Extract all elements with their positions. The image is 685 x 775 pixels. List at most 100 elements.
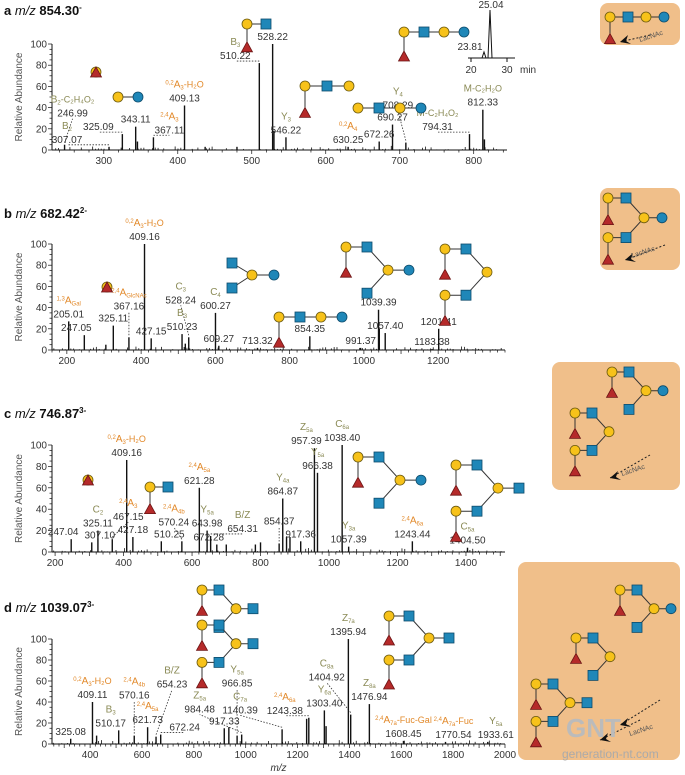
watermark-site: generation-nt.com bbox=[562, 747, 659, 761]
fragment-ion: Y bbox=[393, 87, 400, 98]
glycan-structure bbox=[569, 632, 616, 681]
peak-annotation: 621.73 2,4A5a bbox=[132, 701, 163, 726]
glcnac-icon bbox=[403, 610, 415, 622]
glcnac-icon bbox=[631, 622, 643, 633]
peak-annotation: 205.01 1,3AGal bbox=[53, 295, 84, 320]
glcnac-icon bbox=[547, 678, 559, 690]
glucose-icon bbox=[268, 269, 280, 281]
fragment-subscript: 3 bbox=[134, 504, 138, 510]
glcnac-icon bbox=[213, 619, 225, 631]
fragment-ion-label: 2,4A6a bbox=[274, 692, 296, 704]
fragment-ion-label: Y5a bbox=[200, 505, 214, 517]
glcnac-icon bbox=[247, 603, 259, 615]
fucose-icon bbox=[603, 32, 617, 44]
peak-annotation: 325.09 bbox=[83, 122, 114, 133]
fragment-ion-label: Y6a bbox=[318, 684, 332, 696]
galactose-icon bbox=[602, 192, 614, 204]
fragment-ion-label: Y4a bbox=[276, 473, 290, 485]
peak-mz-label: 1395.94 bbox=[330, 627, 367, 638]
galactose-icon bbox=[640, 385, 652, 397]
fragment-subscript: 8a bbox=[369, 684, 376, 690]
galactose-icon bbox=[196, 619, 208, 631]
peak-mz-label: 570.24 bbox=[159, 517, 190, 528]
galactose-icon bbox=[569, 407, 581, 419]
fragment-ion: A bbox=[174, 79, 181, 90]
fragment-suffix: -Fuc bbox=[455, 716, 474, 726]
fragment-subscript: GlcNAc bbox=[126, 293, 146, 299]
galactose-icon bbox=[603, 426, 615, 438]
fragment-suffix: -H₂O bbox=[92, 676, 112, 686]
glcnac-icon bbox=[162, 481, 174, 493]
peak-mz-label: 246.99 bbox=[57, 109, 88, 120]
fragment-ion-label: B/Z bbox=[164, 666, 180, 677]
fragment-ion: A bbox=[65, 295, 72, 306]
y-tick-label: 80 bbox=[36, 656, 48, 667]
galactose-icon bbox=[570, 632, 582, 644]
y-tick-label: 80 bbox=[36, 462, 48, 473]
fragment-ion-label: Z7a bbox=[342, 613, 355, 625]
galactose-icon bbox=[343, 80, 355, 92]
peak-mz-label: 957.39 bbox=[291, 436, 322, 447]
fragment-subscript: 4 bbox=[354, 127, 358, 133]
galactose-icon bbox=[602, 232, 614, 244]
peak-mz-label: 325.11 bbox=[98, 314, 128, 325]
peak-annotation: 643.98 Y5a bbox=[192, 505, 223, 530]
fragment-ion: B/Z bbox=[164, 666, 180, 677]
fragment-cleavage: 2,4 bbox=[111, 288, 120, 294]
peak-annotation: 570.24 2,4A4b bbox=[159, 503, 190, 528]
fragment-ion-label: B2-C₂H₄O₂ bbox=[51, 95, 95, 107]
inset-tick-label: 20 bbox=[465, 65, 477, 76]
spectrum-panel-b: b m/z 682.422- 200 400 600 800 1000 1200 0 20 40 6… bbox=[4, 206, 506, 367]
fragment-ion: Y bbox=[489, 716, 496, 727]
galactose-icon bbox=[604, 651, 616, 663]
peak-mz-label: 991.37 bbox=[345, 336, 376, 347]
galactose-icon bbox=[241, 18, 253, 30]
galactose-icon bbox=[604, 11, 616, 23]
fragment-ion: Z bbox=[300, 422, 306, 433]
peak-mz-label: 917.36 bbox=[285, 529, 316, 540]
glycan-structure bbox=[529, 678, 593, 748]
fragment-suffix: -C₂H₄O₂ bbox=[61, 95, 95, 105]
peak-mz-label: 409.16 bbox=[111, 448, 142, 459]
fragment-ion-label: C7a bbox=[233, 691, 248, 703]
fragment-ion: M bbox=[416, 108, 424, 119]
glcnac-icon bbox=[622, 11, 634, 23]
peak-mz-label: 528.22 bbox=[257, 32, 288, 43]
fucose-icon bbox=[568, 464, 582, 477]
fragment-subscript: 3 bbox=[123, 440, 127, 446]
galactose-icon bbox=[230, 638, 242, 650]
fragment-ion: Y bbox=[276, 473, 283, 484]
leader-line bbox=[155, 689, 173, 735]
fragment-subscript: 2 bbox=[57, 101, 61, 107]
fragment-ion: A bbox=[171, 503, 178, 514]
glcnac-icon bbox=[361, 241, 373, 253]
peak-annotation: 672.26 bbox=[364, 130, 395, 141]
galactose-icon bbox=[273, 311, 285, 323]
fragment-suffix: -H₂O bbox=[184, 79, 204, 89]
fragment-subscript: 3 bbox=[237, 43, 241, 49]
fragment-cleavage: 1,3 bbox=[57, 296, 66, 302]
peak-annotation: 1140.39 C7a bbox=[222, 691, 258, 716]
panel-title: d m/z 1039.073- bbox=[4, 600, 95, 615]
fragment-ion-label: B2 bbox=[62, 121, 73, 133]
peak-mz-label: 1038.40 bbox=[324, 433, 361, 444]
fucose-icon bbox=[601, 213, 615, 225]
fucose-icon bbox=[351, 476, 365, 488]
fragment-subscript: 3a bbox=[349, 527, 356, 533]
fragment-ion-label: Z5a bbox=[193, 691, 206, 703]
fucose-icon bbox=[397, 50, 411, 62]
peak-annotation: 247.05 bbox=[61, 323, 92, 334]
y-tick-label: 0 bbox=[41, 146, 47, 157]
glycan-structure bbox=[352, 102, 427, 114]
fragment-ion-label: C5a bbox=[461, 522, 476, 534]
arrowhead-icon bbox=[600, 733, 611, 742]
fragment-cleavage: 0,2 bbox=[73, 677, 82, 683]
glycan-structure bbox=[397, 26, 470, 62]
x-tick-label: 800 bbox=[252, 558, 269, 569]
fragment-ion: Y bbox=[230, 665, 237, 676]
fragment-subscript: 4 bbox=[217, 293, 221, 299]
peak-annotation: 812.33 M-C₂H₂O bbox=[464, 84, 502, 109]
fragment-cleavage: 2,4 bbox=[123, 678, 132, 684]
peak-annotation: 672.28 bbox=[193, 533, 224, 544]
glcnac-icon bbox=[361, 287, 373, 299]
